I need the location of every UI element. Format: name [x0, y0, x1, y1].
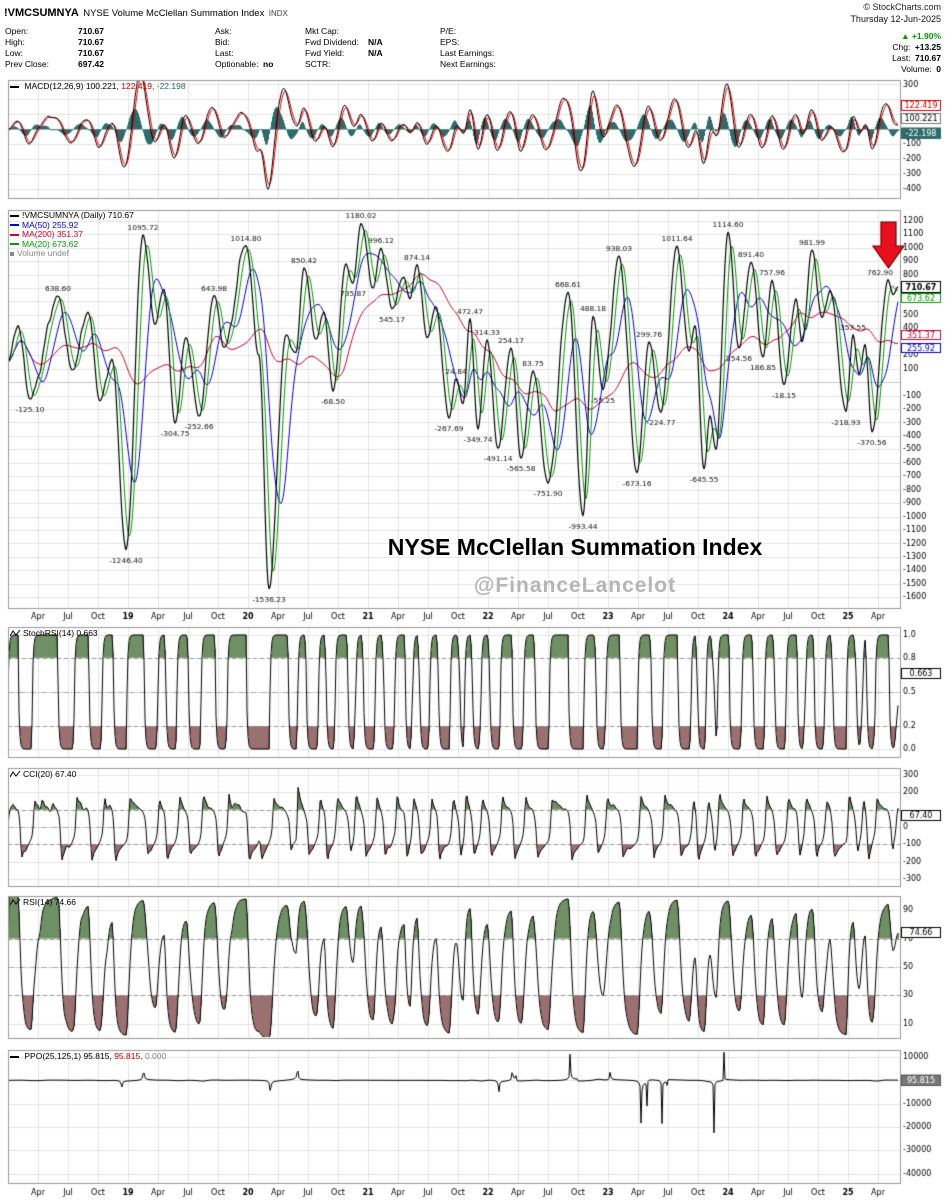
mkt-cap-label: Mkt Cap:: [305, 26, 340, 36]
macd-legend-title: MACD(12,26,9): [24, 81, 84, 91]
chg-label: Chg:: [892, 42, 911, 52]
optionable-value: no: [263, 59, 274, 69]
rsi-icon: [9, 898, 21, 906]
volume-label: Volume:: [901, 64, 932, 74]
exchange-tag: INDX: [268, 9, 288, 18]
low-label: Low:: [5, 48, 23, 58]
ppo-legend: PPO(25,125,1) 95.815, 95.815, 0.000: [10, 1051, 167, 1062]
macd-line-icon: [10, 85, 19, 88]
cci-legend: CCI(20) 67.40: [9, 769, 76, 780]
open-value: 710.67: [78, 26, 104, 36]
fwd-yield-value: N/A: [368, 48, 383, 58]
symbol-name: NYSE Volume McClellan Summation Index: [83, 8, 265, 19]
main-legend-volume: Volume undef: [10, 248, 134, 259]
pct-change: ▲ +1.90%: [901, 26, 941, 44]
bid-label: Bid:: [215, 37, 230, 47]
volume-row: Volume: 0: [901, 59, 941, 77]
ppo-legend-v2: 95.815,: [114, 1051, 143, 1061]
stochrsi-legend: StochRSI(14) 0.663: [9, 628, 98, 639]
prev-close-label: Prev Close:: [5, 59, 49, 69]
last-small-label: Last:: [215, 48, 234, 58]
main-legend: !VMCSUMNYA (Daily) 710.67 MA(50) 255.92 …: [10, 210, 134, 259]
volume-square-icon: [10, 251, 14, 256]
last-row: Last: 710.67: [892, 48, 941, 66]
chart-annotation-title: NYSE McClellan Summation Index: [387, 534, 763, 560]
pct-change-value: ▲ +1.90%: [901, 31, 941, 41]
fwd-dividend-label: Fwd Dividend:: [305, 37, 359, 47]
ask-label: Ask:: [215, 26, 232, 36]
ma200-line-icon: [10, 233, 19, 236]
fwd-dividend-value: N/A: [368, 37, 383, 47]
last-label: Last:: [892, 53, 911, 63]
ma50-line-icon: [10, 224, 19, 227]
symbol: !VMCSUMNYA: [4, 7, 79, 19]
main-legend-symbol: !VMCSUMNYA (Daily) 710.67: [10, 210, 134, 221]
stochrsi-icon: [9, 629, 21, 637]
rsi-legend: RSI(14) 74.66: [9, 897, 76, 908]
high-value: 710.67: [78, 37, 104, 47]
macd-legend-v1: 100.221,: [85, 81, 119, 91]
main-legend-ma50: MA(50) 255.92: [10, 220, 134, 231]
pe-label: P/E:: [440, 26, 457, 36]
ppo-legend-v1: 95.815,: [83, 1051, 112, 1061]
main-legend-ma20: MA(20) 673.62: [10, 239, 134, 250]
cci-icon: [9, 770, 21, 778]
ppo-legend-title: PPO(25,125,1): [24, 1051, 82, 1061]
ma20-line-icon: [10, 243, 19, 246]
fwd-yield-label: Fwd Yield:: [305, 48, 345, 58]
last-earnings-label: Last Earnings:: [440, 48, 495, 58]
chg-value: +13.25: [914, 42, 941, 52]
ppo-line-icon: [10, 1055, 19, 1058]
high-label: High:: [5, 37, 25, 47]
index-line-icon: [10, 214, 19, 217]
ppo-legend-v3: 0.000: [144, 1051, 167, 1061]
ch art-date: Thursday 12-Jun-2025: [850, 14, 941, 24]
volume-value: 0: [936, 64, 941, 74]
chg-row: Chg: +13.25: [892, 37, 941, 55]
macd-legend: MACD(12,26,9) 100.221, 122.419, -22.198: [10, 81, 186, 92]
macd-legend-v2: 122.419,: [121, 81, 155, 91]
copyright: © StockCharts.com: [863, 2, 941, 12]
next-earnings-label: Next Earnings:: [440, 59, 496, 69]
prev-close-value: 697.42: [78, 59, 104, 69]
sctr-label: SCTR:: [305, 59, 331, 69]
eps-label: EPS:: [440, 37, 460, 47]
topbar: !VMCSUMNYA NYSE Volume McClellan Summati…: [4, 3, 288, 21]
watermark: @FinanceLancelot: [473, 574, 677, 597]
optionable-label: Optionable:: [215, 59, 259, 69]
open-label: Open:: [5, 26, 29, 36]
macd-legend-v3: -22.198: [156, 81, 186, 91]
low-value: 710.67: [78, 48, 104, 58]
last-value: 710.67: [915, 53, 941, 63]
main-legend-ma200: MA(200) 351.37: [10, 229, 134, 240]
